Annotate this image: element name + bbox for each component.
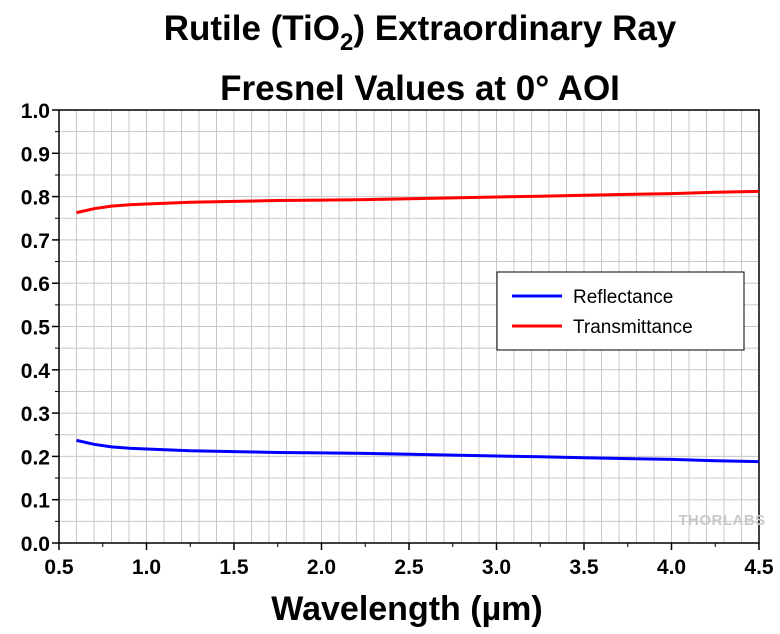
grid <box>59 110 759 543</box>
title-subscript: 2 <box>340 29 353 56</box>
y-tick-label: 0.6 <box>21 273 50 296</box>
x-tick-label: 3.5 <box>569 556 599 579</box>
x-tick-label: 3.0 <box>482 556 511 579</box>
legend: Reflectance Transmittance <box>496 271 745 351</box>
y-tick-label: 0.1 <box>21 490 51 513</box>
series-line-transmittance <box>76 189 760 215</box>
legend-reflectance-label: Reflectance <box>573 287 673 308</box>
x-tick-label: 1.5 <box>219 556 249 579</box>
axis-ticks <box>52 109 760 550</box>
y-tick-label: 0.5 <box>21 317 51 340</box>
y-tick-label: 0.2 <box>21 446 50 469</box>
x-tick-label: 4.5 <box>744 556 774 579</box>
y-tick-label: 0.9 <box>21 143 50 166</box>
y-tick-label: 0.3 <box>21 403 50 426</box>
y-tick-label: 1.0 <box>21 100 50 123</box>
x-tick-labels: 0.5 1.0 1.5 2.0 2.5 3.0 3.5 4.0 4.5 <box>44 556 774 579</box>
title-part-before: Rutile (TiO <box>164 9 340 48</box>
y-tick-label: 0.4 <box>21 360 51 383</box>
legend-box <box>496 271 745 351</box>
series-lines <box>76 189 760 464</box>
x-tick-label: 4.0 <box>657 556 686 579</box>
thorlabs-watermark: THORLABS <box>678 512 765 529</box>
y-tick-label: 0.8 <box>21 187 51 210</box>
x-tick-label: 2.0 <box>307 556 336 579</box>
legend-transmittance-label: Transmittance <box>573 317 693 338</box>
y-tick-labels: 0.0 0.1 0.2 0.3 0.4 0.5 0.6 0.7 0.8 0.9 1.0 <box>21 100 51 556</box>
x-tick-label: 0.5 <box>44 556 74 579</box>
x-tick-label: 2.5 <box>394 556 424 579</box>
chart-title-line2: Fresnel Values at 0° AOI <box>220 69 620 108</box>
y-tick-label: 0.7 <box>21 230 50 253</box>
x-axis-title: Wavelength (µm) <box>271 590 542 628</box>
x-tick-label: 1.0 <box>132 556 161 579</box>
chart-title-line1: Rutile (TiO2) Extraordinary Ray <box>164 9 677 56</box>
title-part-after: ) Extraordinary Ray <box>353 9 676 48</box>
series-line-reflectance <box>76 438 760 464</box>
y-tick-label: 0.0 <box>21 533 50 556</box>
